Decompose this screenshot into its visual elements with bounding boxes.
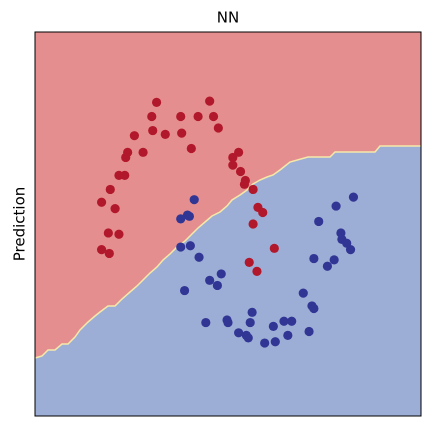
point [248,219,258,229]
point [120,170,130,180]
point [322,261,332,271]
point [298,288,308,298]
point [314,216,324,227]
point [151,97,162,107]
point [205,275,215,285]
point [138,147,148,157]
point [148,125,158,136]
point [186,143,196,154]
point [189,195,199,205]
point [244,257,254,267]
point [252,266,262,276]
point [177,128,187,138]
point [269,243,279,253]
point [234,328,244,338]
point [270,337,280,347]
point [239,179,250,189]
point [103,228,113,238]
point [309,253,319,264]
point [96,245,107,255]
point [247,307,257,317]
point [235,166,246,177]
y-axis-label: Prediction [11,187,29,262]
point [176,242,186,252]
point [96,197,107,207]
point [208,111,219,122]
class-region-blue [35,146,421,416]
point [212,280,222,291]
chart-title: NN [217,9,239,27]
point [245,317,255,328]
point [194,252,204,262]
point [105,184,115,195]
point [185,241,195,251]
point [114,229,124,239]
point [287,316,297,326]
point [193,111,203,122]
point [279,316,289,326]
point [228,160,238,170]
point [176,111,186,122]
point [184,211,194,221]
point [160,129,170,139]
point [304,326,314,337]
point [201,317,211,328]
point [283,330,293,340]
plot-frame [34,31,422,417]
point [179,285,190,296]
point [213,123,223,133]
point [205,96,215,106]
point [248,184,258,195]
point [216,269,226,279]
point [348,192,359,202]
point [345,245,356,255]
point [260,338,270,348]
point [331,201,341,211]
point [121,152,131,163]
points [96,96,359,348]
point [329,255,339,265]
point [243,333,253,343]
point [223,317,233,328]
point [268,321,278,331]
point [228,152,238,163]
point [110,204,120,214]
point [258,207,268,218]
point [129,131,139,141]
point [147,111,157,122]
point [176,214,186,224]
point [309,303,319,314]
point [104,248,114,259]
